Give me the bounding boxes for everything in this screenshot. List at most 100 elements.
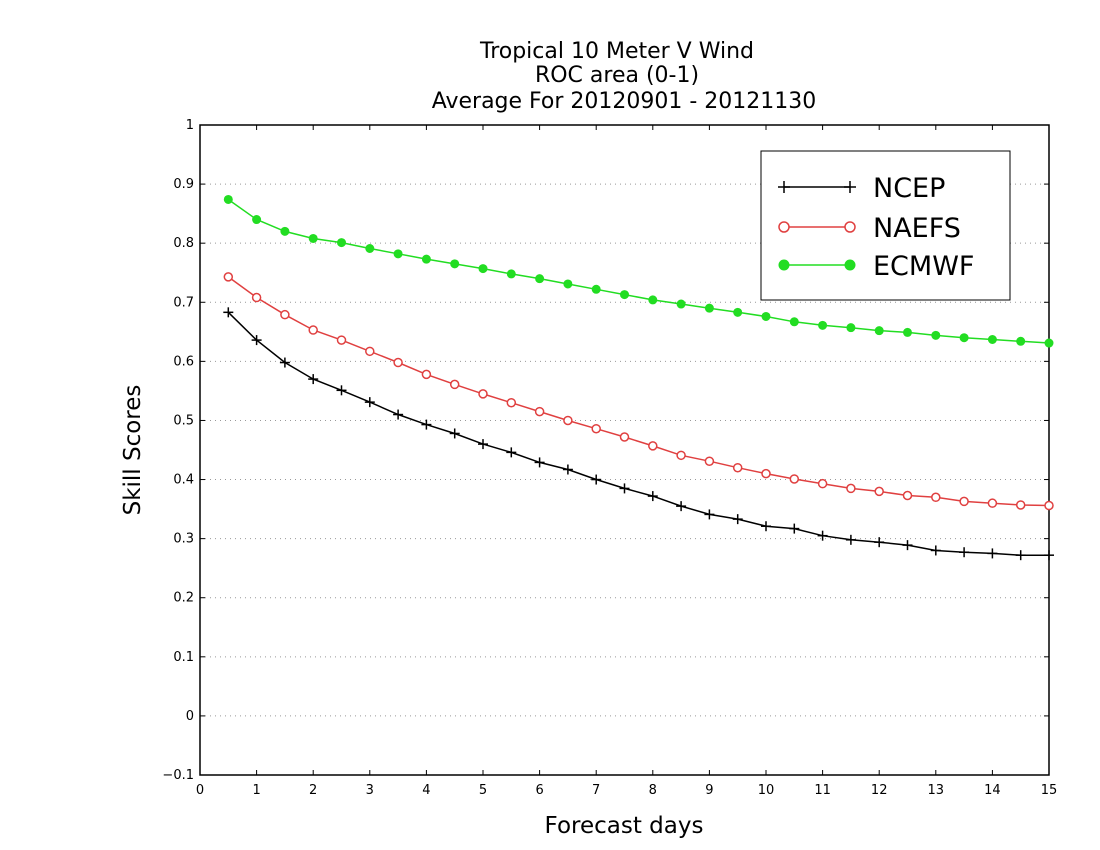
x-tick-label: 7 (592, 783, 600, 798)
data-point-ncep (251, 335, 262, 346)
data-point-naefs (336, 335, 347, 345)
data-point-naefs (902, 490, 913, 501)
x-tick-label: 1 (252, 783, 260, 798)
data-point-ncep (789, 523, 800, 534)
data-point-naefs (846, 483, 856, 494)
data-point-ncep (421, 419, 432, 430)
data-point-ecmwf (733, 307, 743, 317)
data-point-ncep (817, 530, 828, 541)
data-point-ecmwf (591, 284, 601, 294)
data-point-ncep (676, 501, 687, 512)
data-point-ecmwf (393, 249, 403, 259)
data-point-naefs (591, 423, 601, 434)
chart-title-line-2: ROC area (0-1) (535, 63, 699, 88)
legend-marker-ecmwf (778, 259, 790, 271)
data-point-ecmwf (704, 303, 714, 313)
data-point-ecmwf (903, 327, 912, 337)
y-axis-title: Skill Scores (120, 385, 146, 516)
series-line-ncep (227, 311, 1049, 556)
data-point-ecmwf (874, 326, 884, 336)
chart-title-line-1: Tropical 10 Meter V Wind (479, 39, 754, 64)
data-point-naefs (365, 346, 375, 357)
x-tick-label: 10 (758, 783, 775, 798)
legend-marker-naefs (778, 221, 790, 233)
data-point-ecmwf (365, 244, 375, 253)
data-point-ncep (534, 457, 545, 468)
data-point-naefs (959, 496, 969, 507)
data-point-ncep (647, 491, 658, 502)
data-point-ncep (591, 474, 602, 485)
data-point-ecmwf (931, 330, 941, 340)
x-tick-label: 3 (366, 783, 374, 798)
data-point-ncep (874, 537, 885, 548)
data-point-ncep (732, 514, 743, 525)
data-point-ncep (336, 385, 347, 396)
data-point-naefs (449, 379, 460, 390)
data-point-naefs (704, 456, 715, 466)
data-point-ecmwf (252, 215, 262, 225)
data-point-naefs (563, 415, 573, 426)
data-point-ecmwf (676, 299, 686, 309)
data-point-naefs (534, 406, 545, 417)
data-point-ncep (959, 547, 970, 558)
data-point-ncep (1015, 550, 1026, 561)
data-point-ncep (223, 307, 234, 318)
data-point-ncep (930, 545, 941, 556)
data-point-ecmwf (308, 233, 318, 243)
legend-box (760, 150, 1011, 301)
y-tick-label: 0.1 (173, 650, 194, 665)
data-point-naefs (761, 468, 771, 479)
y-tick-label: 0.2 (173, 591, 194, 606)
data-point-ncep (478, 439, 488, 450)
legend-marker-ncep (844, 181, 856, 193)
data-point-ecmwf (223, 194, 233, 204)
x-tick-label: 6 (535, 783, 543, 798)
data-point-naefs (421, 369, 432, 380)
data-point-ecmwf (789, 317, 799, 327)
data-point-naefs (1044, 500, 1054, 511)
x-tick-label: 11 (814, 783, 831, 798)
y-tick-label: −0.1 (162, 768, 194, 783)
legend-label-naefs: NAEFS (873, 213, 961, 244)
x-tick-label: 2 (309, 783, 317, 798)
plot-frame (199, 124, 1050, 776)
data-point-ecmwf (959, 333, 969, 343)
data-point-ncep (761, 521, 771, 532)
x-tick-label: 8 (649, 783, 657, 798)
data-point-ecmwf (506, 269, 516, 279)
data-point-ecmwf (1016, 336, 1026, 346)
data-point-ecmwf (563, 279, 573, 289)
data-point-ncep (449, 428, 460, 439)
data-point-ecmwf (761, 311, 771, 321)
data-point-naefs (789, 474, 800, 484)
data-point-ncep (845, 534, 856, 545)
data-point-ncep (902, 540, 913, 551)
y-tick-label: 0.6 (173, 354, 194, 369)
data-point-naefs (619, 432, 630, 442)
data-point-naefs (393, 357, 403, 368)
data-point-ncep (279, 357, 290, 368)
y-tick-label: 0.4 (173, 473, 194, 488)
legend-marker-ecmwf (844, 259, 856, 271)
data-point-ecmwf (421, 254, 431, 264)
y-tick-label: 0 (186, 709, 194, 724)
data-point-ecmwf (535, 274, 545, 284)
data-point-naefs (732, 462, 743, 473)
y-tick-label: 0.3 (173, 532, 194, 547)
data-point-ncep (393, 409, 404, 420)
legend-label-ecmwf: ECMWF (873, 251, 974, 282)
data-point-naefs (987, 498, 998, 508)
data-point-ecmwf (987, 335, 997, 344)
data-point-ncep (308, 374, 319, 385)
data-point-ecmwf (648, 295, 658, 305)
data-point-naefs (931, 492, 941, 503)
x-tick-label: 5 (479, 783, 487, 798)
x-tick-label: 13 (928, 783, 945, 798)
data-point-ecmwf (818, 320, 828, 330)
x-tick-label: 14 (984, 783, 1001, 798)
data-point-ecmwf (280, 226, 290, 236)
data-point-naefs (676, 450, 686, 461)
data-point-ecmwf (450, 259, 460, 269)
x-tick-label: 12 (871, 783, 888, 798)
